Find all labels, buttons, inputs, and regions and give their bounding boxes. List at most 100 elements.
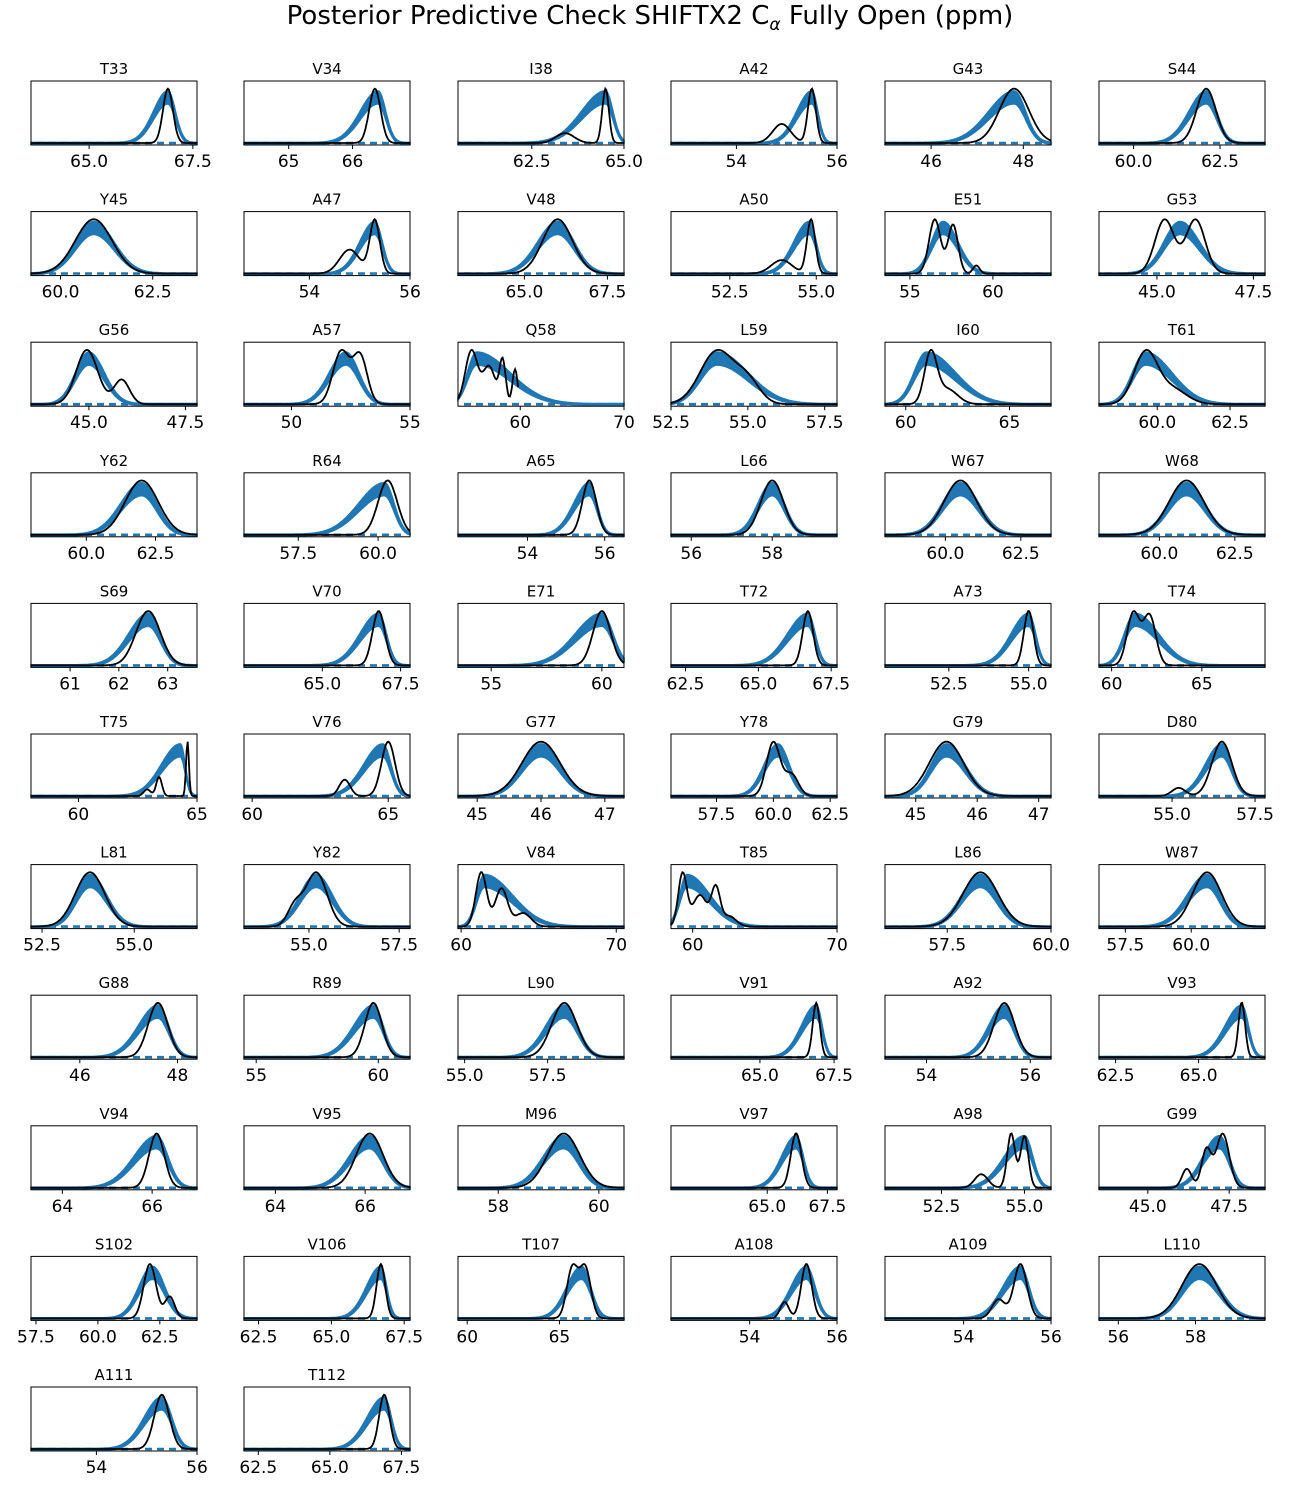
x-tick-label: 60.0 — [359, 544, 397, 564]
x-tick-label: 65.0 — [311, 1458, 349, 1478]
x-tick-label: 62.5 — [1201, 152, 1239, 172]
observed-line — [671, 1132, 837, 1189]
panel-title: T107 — [521, 1235, 560, 1253]
x-tick-label: 60.0 — [1115, 152, 1153, 172]
panel-frame — [243, 211, 411, 277]
x-tick-label: 70 — [613, 413, 635, 433]
x-tick-label: 65 — [999, 413, 1021, 433]
panel-title: A65 — [526, 452, 555, 470]
panel-d80: D80 55.0 57.5 — [1098, 713, 1274, 825]
x-tick-label: 62.5 — [811, 805, 849, 825]
panel-title: Y45 — [99, 191, 128, 209]
panel-g43: G43 46 48 — [884, 60, 1052, 172]
predictive-band — [457, 612, 625, 668]
x-tick-label: 65 — [186, 805, 208, 825]
x-tick-label: 57.5 — [1106, 936, 1144, 956]
x-tick-label: 62.5 — [239, 1458, 277, 1478]
x-tick-label: 50 — [281, 413, 303, 433]
predictive-band — [1098, 1265, 1266, 1321]
panel-title: G77 — [526, 713, 557, 731]
panel-v70: V70 65.0 67.5 — [243, 582, 420, 694]
x-tick-label: 60 — [682, 936, 704, 956]
panel-frame — [1098, 80, 1266, 146]
predictive-band — [457, 1134, 625, 1190]
observed-line — [1099, 218, 1265, 275]
panel-title: A50 — [739, 191, 768, 209]
observed-line — [885, 610, 1051, 667]
x-tick-label: 48 — [167, 1066, 189, 1086]
panel-frame — [1098, 211, 1266, 277]
observed-line — [458, 610, 625, 667]
panel-frame — [1098, 994, 1266, 1060]
panel-frame — [457, 1125, 625, 1191]
panel-a108: A108 54 56 — [670, 1235, 848, 1347]
x-tick-label: 65.0 — [505, 283, 543, 303]
x-tick-label: 60.0 — [1138, 413, 1176, 433]
panel-title: A108 — [735, 1235, 774, 1253]
observed-line — [244, 479, 411, 536]
observed-line — [670, 348, 837, 406]
x-tick-label: 46 — [920, 152, 942, 172]
panel-title: R64 — [312, 452, 342, 470]
observed-line — [458, 1002, 624, 1059]
x-tick-label: 60 — [68, 805, 90, 825]
x-tick-label: 65.0 — [605, 152, 643, 172]
panel-frame — [243, 80, 411, 146]
predictive-band — [670, 90, 838, 145]
panel-title: S102 — [95, 1235, 133, 1253]
x-tick-label: 60 — [456, 1327, 478, 1347]
panel-frame — [1098, 1125, 1266, 1191]
x-tick-label: 67.5 — [815, 1066, 853, 1086]
observed-line — [244, 1393, 410, 1450]
predictive-band — [884, 481, 1052, 537]
panel-frame — [30, 211, 198, 277]
panel-title: L86 — [954, 844, 981, 862]
panel-frame — [884, 472, 1052, 538]
panel-title: T74 — [1167, 582, 1196, 600]
panel-v48: V48 65.0 67.5 — [457, 191, 626, 303]
panel-l90: L90 55.0 57.5 — [446, 974, 625, 1086]
x-tick-label: 66 — [141, 1197, 163, 1217]
x-tick-label: 54 — [86, 1458, 108, 1478]
panel-frame — [243, 1386, 411, 1452]
panel-l59: L59 52.5 55.0 57.5 — [652, 321, 844, 433]
x-tick-label: 67.5 — [808, 1197, 846, 1217]
x-tick-label: 65.0 — [739, 674, 777, 694]
x-tick-label: 60.0 — [1032, 936, 1070, 956]
x-tick-label: 57.5 — [928, 936, 966, 956]
predictive-band — [243, 90, 411, 145]
predictive-band — [30, 1004, 198, 1060]
panel-s69: S69 61 62 63 — [30, 582, 198, 694]
panel-title: V84 — [526, 844, 555, 862]
observed-line — [244, 610, 410, 667]
observed-line — [1099, 348, 1265, 406]
predictive-band — [670, 873, 838, 929]
observed-line — [458, 1263, 624, 1320]
panel-title: A98 — [953, 1105, 982, 1123]
panel-title: A42 — [739, 60, 768, 78]
panel-frame — [243, 1125, 411, 1191]
x-tick-label: 60 — [367, 1066, 389, 1086]
x-tick-label: 64 — [265, 1197, 287, 1217]
x-tick-label: 54 — [517, 544, 539, 564]
predictive-band — [243, 1134, 411, 1190]
panel-frame — [30, 1255, 198, 1321]
panel-frame — [1098, 341, 1266, 407]
observed-line — [1099, 871, 1265, 928]
x-tick-label: 45.0 — [1129, 1197, 1167, 1217]
predictive-band — [1098, 351, 1266, 407]
x-tick-label: 55.0 — [290, 936, 328, 956]
x-tick-label: 60.0 — [79, 1327, 117, 1347]
panel-t112: T112 62.5 65.0 67.5 — [239, 1366, 420, 1478]
panel-title: L59 — [740, 321, 767, 339]
x-tick-label: 62.5 — [1216, 544, 1254, 564]
observed-line — [1099, 479, 1265, 536]
panel-title: W87 — [1165, 844, 1199, 862]
panel-frame — [1098, 1255, 1266, 1321]
panel-title: T33 — [99, 60, 128, 78]
panel-title: E51 — [954, 191, 983, 209]
panel-frame — [884, 211, 1052, 277]
panel-frame — [457, 864, 625, 930]
x-tick-label: 55 — [399, 413, 421, 433]
x-tick-label: 62.5 — [141, 1327, 179, 1347]
